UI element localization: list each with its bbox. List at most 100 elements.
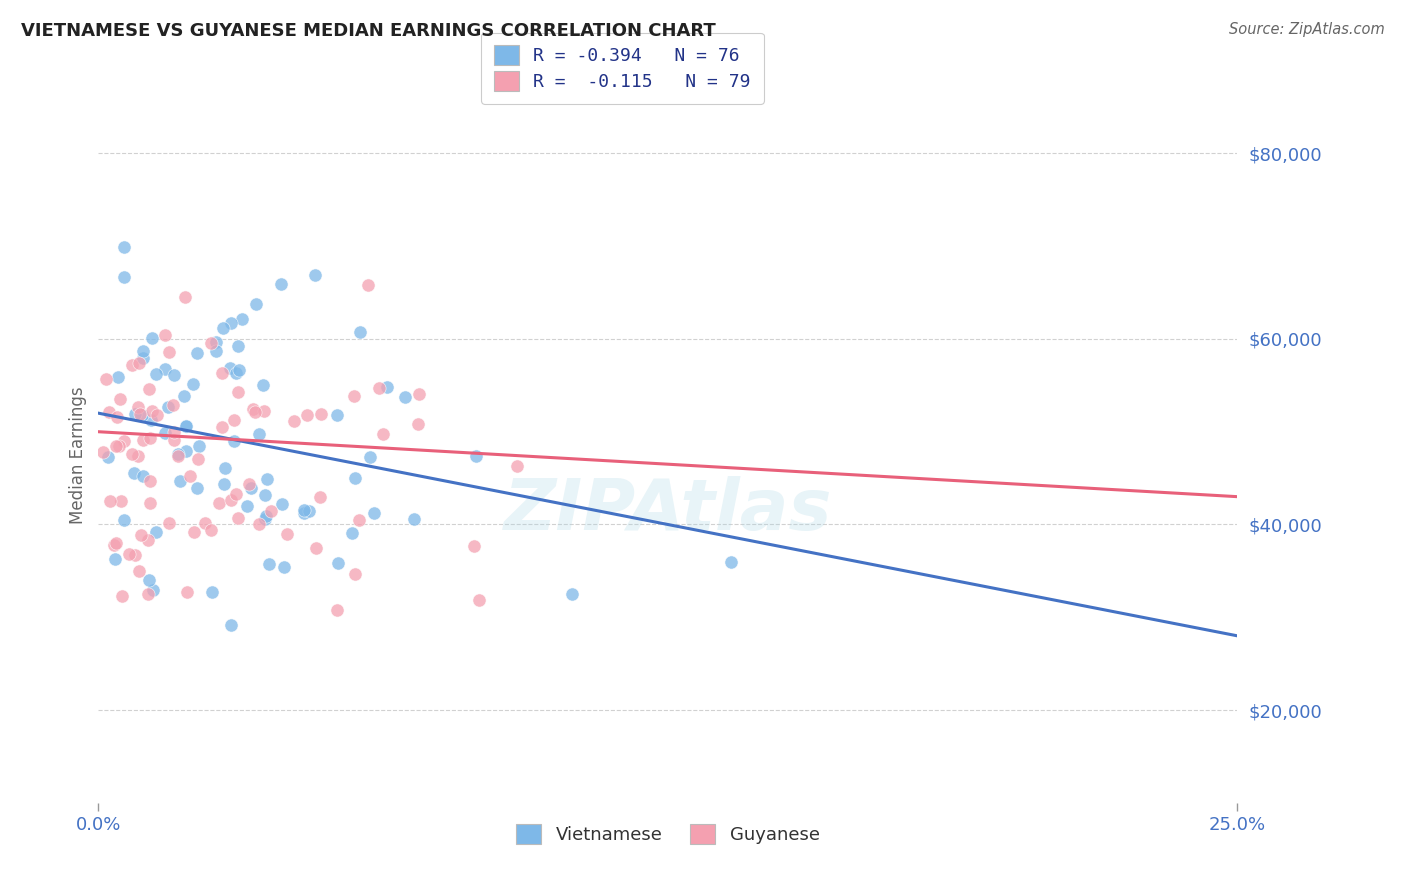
Point <box>112 513 135 527</box>
Point <box>187 439 209 453</box>
Point <box>211 366 233 380</box>
Point <box>163 425 186 439</box>
Point <box>259 557 281 571</box>
Point <box>359 450 381 464</box>
Point <box>162 398 184 412</box>
Point <box>200 335 222 350</box>
Point <box>107 410 129 425</box>
Point <box>343 471 366 485</box>
Point <box>406 417 429 431</box>
Point <box>224 412 246 426</box>
Point <box>98 493 121 508</box>
Point <box>186 481 208 495</box>
Point <box>97 405 120 419</box>
Point <box>169 475 191 489</box>
Point <box>166 447 188 461</box>
Point <box>245 405 267 419</box>
Text: VIETNAMESE VS GUYANESE MEDIAN EARNINGS CORRELATION CHART: VIETNAMESE VS GUYANESE MEDIAN EARNINGS C… <box>21 22 716 40</box>
Point <box>394 391 416 405</box>
Point <box>111 590 134 604</box>
Point <box>105 439 128 453</box>
Point <box>344 566 367 581</box>
Point <box>132 468 155 483</box>
Point <box>121 447 143 461</box>
Point <box>225 366 247 380</box>
Point <box>254 508 277 523</box>
Point <box>157 516 180 530</box>
Point <box>139 474 162 488</box>
Point <box>561 587 583 601</box>
Point <box>155 361 177 376</box>
Point <box>136 533 159 548</box>
Point <box>132 343 155 358</box>
Point <box>292 503 315 517</box>
Point <box>141 331 163 345</box>
Point <box>276 527 298 541</box>
Point <box>326 408 349 422</box>
Point <box>219 316 242 330</box>
Point <box>124 548 146 562</box>
Point <box>226 385 249 400</box>
Point <box>343 389 366 403</box>
Point <box>363 506 385 520</box>
Point <box>127 401 149 415</box>
Point <box>176 585 198 599</box>
Point <box>283 414 305 428</box>
Point <box>128 407 150 421</box>
Point <box>211 420 233 434</box>
Point <box>235 499 257 513</box>
Point <box>174 419 197 434</box>
Point <box>247 517 270 532</box>
Point <box>252 404 274 418</box>
Point <box>94 371 117 385</box>
Point <box>347 513 370 527</box>
Point <box>146 409 169 423</box>
Point <box>112 434 135 449</box>
Point <box>245 297 267 311</box>
Point <box>231 311 253 326</box>
Point <box>309 407 332 421</box>
Point <box>181 376 204 391</box>
Point <box>173 389 195 403</box>
Point <box>328 556 350 570</box>
Point <box>253 511 276 525</box>
Point <box>298 504 321 518</box>
Point <box>259 504 281 518</box>
Point <box>132 433 155 447</box>
Point <box>174 418 197 433</box>
Point <box>128 356 150 370</box>
Point <box>97 450 120 464</box>
Point <box>228 363 250 377</box>
Point <box>110 494 132 508</box>
Point <box>463 539 485 553</box>
Point <box>138 383 160 397</box>
Point <box>122 467 145 481</box>
Point <box>163 368 186 382</box>
Point <box>292 506 315 520</box>
Text: Source: ZipAtlas.com: Source: ZipAtlas.com <box>1229 22 1385 37</box>
Point <box>356 277 378 292</box>
Point <box>145 524 167 539</box>
Point <box>254 488 277 502</box>
Point <box>136 587 159 601</box>
Point <box>201 585 224 599</box>
Point <box>112 240 135 254</box>
Point <box>304 268 326 283</box>
Point <box>242 401 264 416</box>
Point <box>205 335 228 350</box>
Point <box>108 440 131 454</box>
Legend: Vietnamese, Guyanese: Vietnamese, Guyanese <box>503 811 832 856</box>
Point <box>408 387 430 401</box>
Point <box>127 450 149 464</box>
Point <box>720 555 742 569</box>
Point <box>174 444 197 458</box>
Point <box>252 377 274 392</box>
Point <box>218 361 240 376</box>
Point <box>368 380 391 394</box>
Point <box>225 487 247 501</box>
Point <box>139 431 162 445</box>
Point <box>118 547 141 561</box>
Point <box>212 321 235 335</box>
Point <box>221 617 243 632</box>
Point <box>157 345 180 359</box>
